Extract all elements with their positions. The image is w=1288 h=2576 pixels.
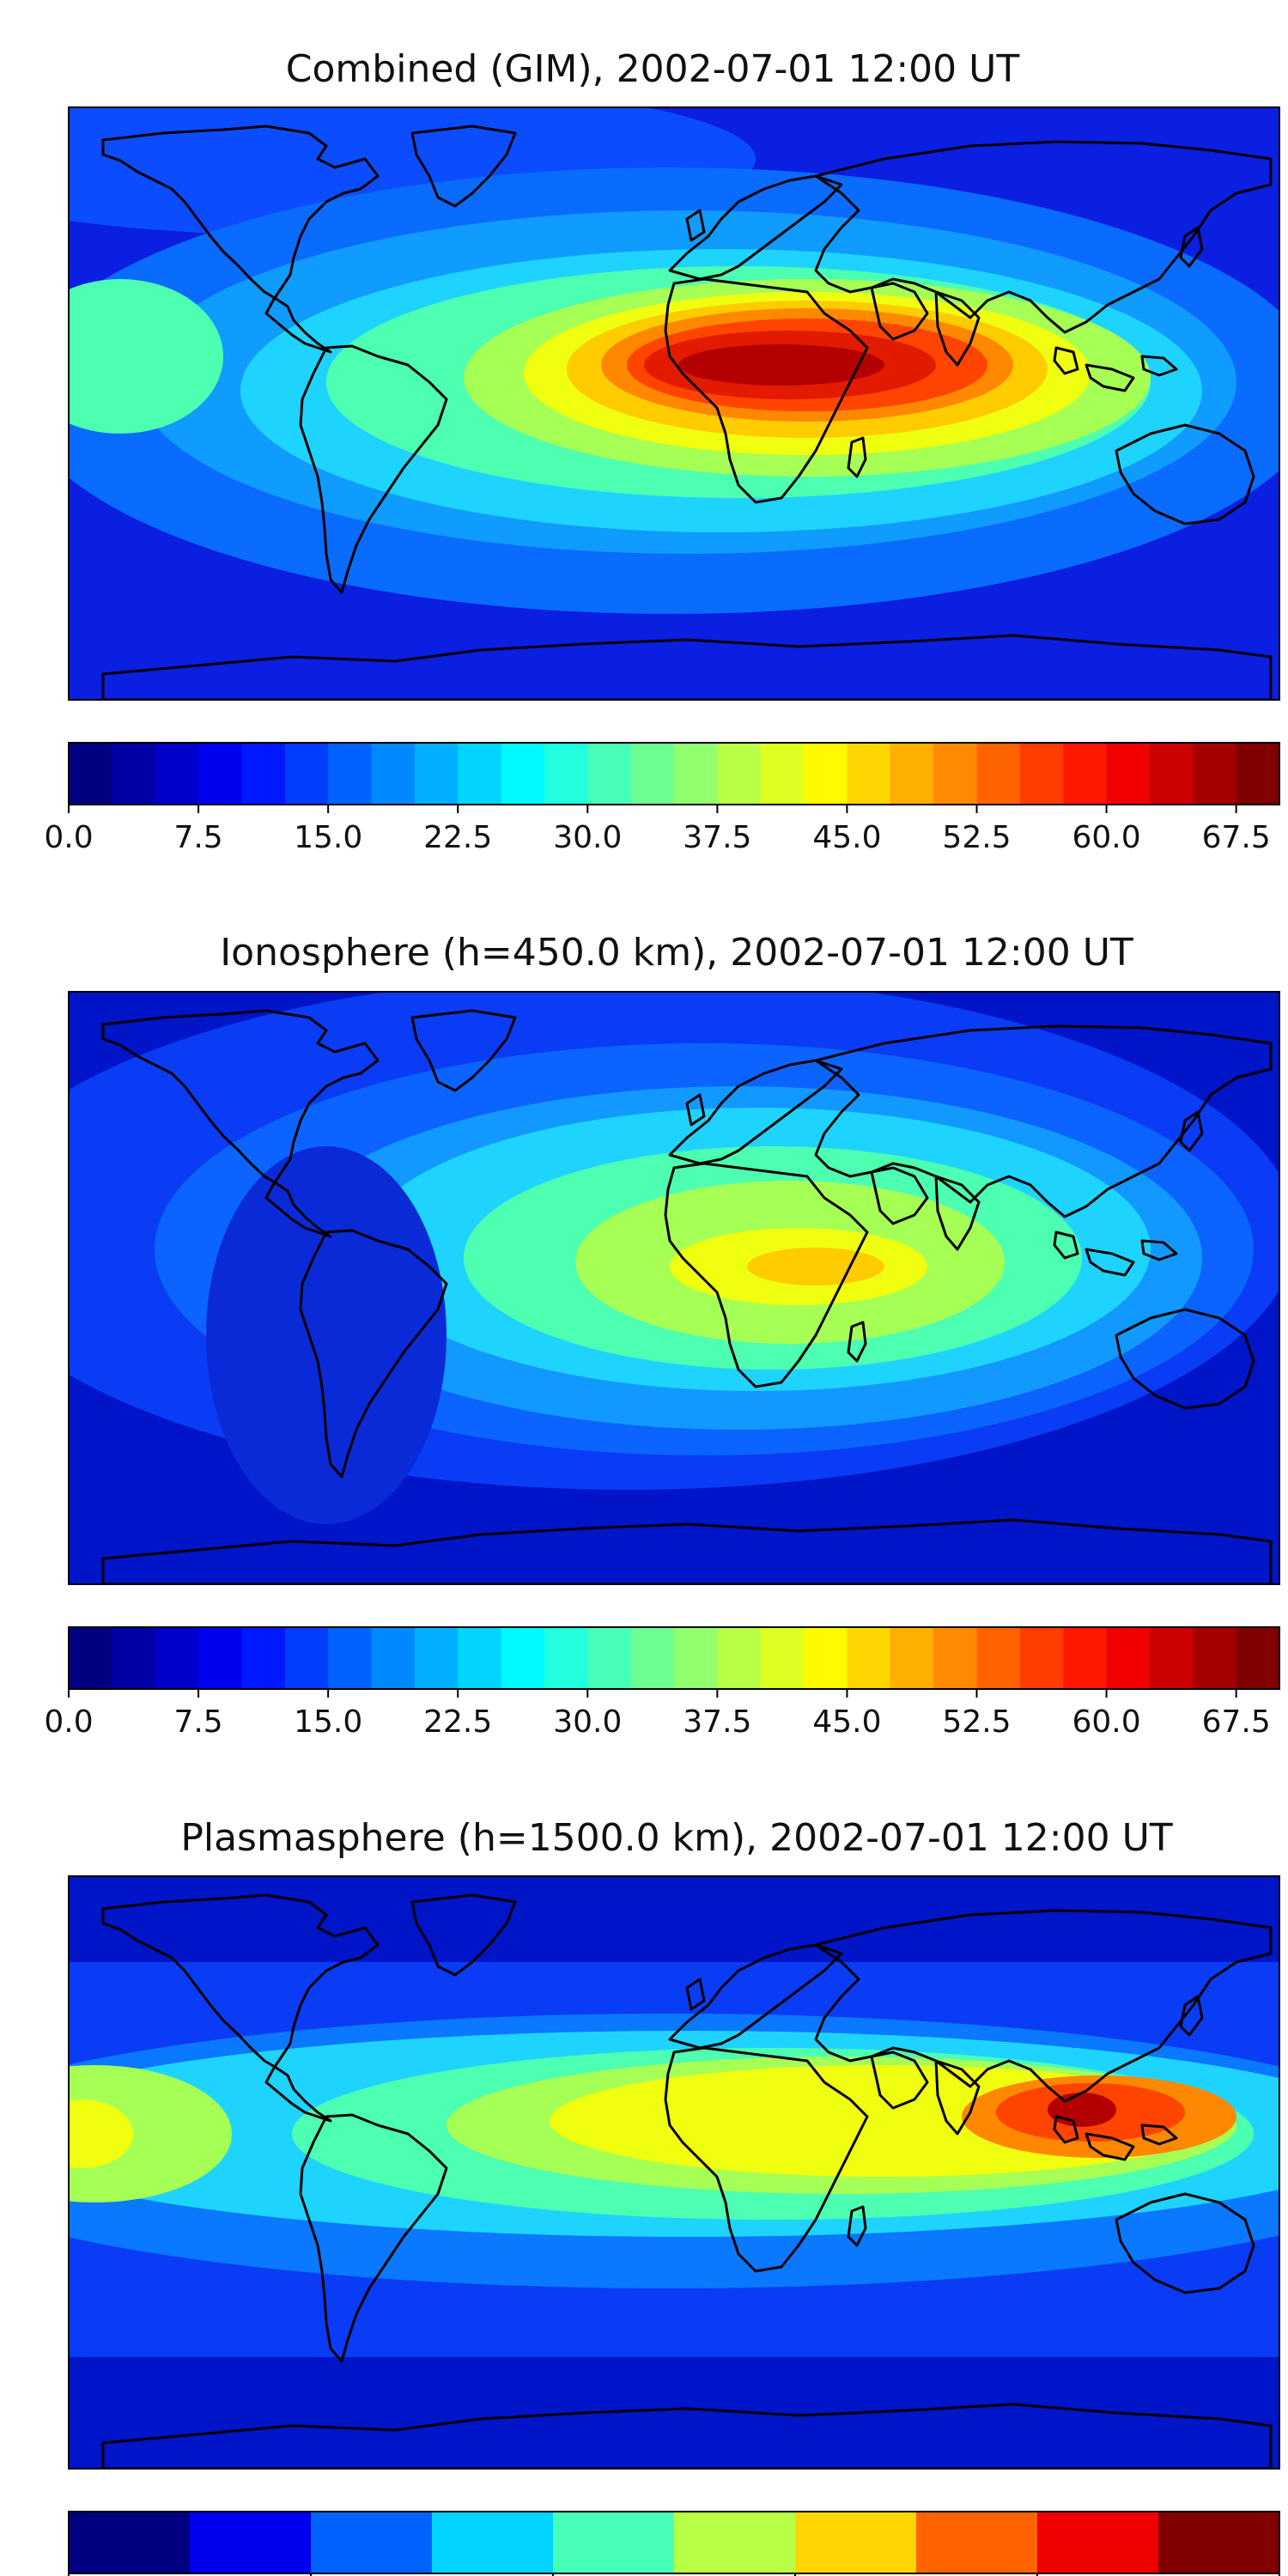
colorbar-cell [933,1627,978,1689]
colorbar-cell [847,743,891,805]
colorbar-tick-label: 15.0 [294,820,362,855]
colorbar-cell [674,1627,718,1689]
colorbar-cell [241,743,286,805]
colorbar-cell [630,1627,675,1689]
panel-plasmasphere: Plasmasphere (h=1500.0 km), 2002-07-01 1… [68,1816,1280,2576]
colorbar-cell [1019,743,1064,805]
colorbar-cell [1236,1627,1280,1689]
colorbar-cell [674,2512,796,2573]
colorbar-tick-label: 7.5 [173,820,222,855]
colorbar-cell [414,1627,459,1689]
panel-title: Ionosphere (h=450.0 km), 2002-07-01 12:0… [220,931,1133,975]
colorbar-cell [760,743,805,805]
colorbar-cell [976,1627,1021,1689]
colorbar-cell [804,743,848,805]
colorbar-cell [198,743,243,805]
colorbar-cell [69,2512,191,2573]
colorbar-cell [587,1627,632,1689]
colorbar-cell [795,2512,917,2573]
colorbar-cell [630,743,675,805]
colorbar-cell [155,1627,199,1689]
colorbar-cell [717,1627,762,1689]
colorbar-tick-label: 0.0 [44,820,93,855]
colorbar-cell [976,743,1021,805]
colorbar-tick-label: 52.5 [942,820,1011,855]
colorbar-tick-label: 60.0 [1072,820,1140,855]
panel-title: Combined (GIM), 2002-07-01 12:00 UT [286,47,1020,91]
colorbar-cell [311,2512,433,2573]
colorbar-cell [1037,2512,1159,2573]
colorbar-cell [328,1627,373,1689]
colorbar-cell [1193,1627,1237,1689]
colorbar-cell [112,1627,156,1689]
colorbar-cell [1193,743,1237,805]
colorbar-cell [69,743,112,805]
colorbar-tick-label: 22.5 [423,820,492,855]
colorbar-cell [328,743,373,805]
colorbar-cell [458,1627,502,1689]
colorbar-tick-label: 52.5 [942,1704,1011,1740]
colorbar-cell [1149,743,1194,805]
colorbar-tick-label: 15.0 [294,1704,362,1740]
colorbar-cell [458,743,502,805]
colorbar-cell [674,743,718,805]
colorbar-tick-label: 0.0 [44,1704,93,1740]
colorbar-tick-label: 37.5 [683,1704,751,1740]
colorbar-cell [760,1627,805,1689]
colorbar-tick-label: 30.0 [553,1704,622,1740]
colorbar-cell [1106,743,1151,805]
colorbar-cell [717,743,762,805]
colorbar-cell [241,1627,286,1689]
colorbar-cell [933,743,978,805]
colorbar-cell [544,743,588,805]
colorbar-cell [890,1627,934,1689]
colorbar: 0510152025 [68,2511,1280,2576]
colorbar: 0.0 7.5 15.0 22.5 30.0 37.5 45.0 52.5 60.0 67.5 [44,742,1280,855]
colorbar-tick-label: 30.0 [553,820,622,855]
colorbar-cell [501,743,545,805]
colorbar-cell [284,743,329,805]
colorbar-cell [112,743,156,805]
colorbar-cell [371,743,416,805]
colorbar-tick-label: 37.5 [683,820,751,855]
colorbar-cell [1019,1627,1064,1689]
colorbar-tick-label: 67.5 [1202,1704,1271,1740]
colorbar-cell [432,2512,554,2573]
colorbar-cell [1149,1627,1194,1689]
tec-map [68,991,1280,1585]
colorbar-cell [501,1627,545,1689]
colorbar-cell [553,2512,675,2573]
panel-ionosphere: Ionosphere (h=450.0 km), 2002-07-01 12:0… [44,931,1280,1740]
colorbar-cell [890,743,934,805]
colorbar-cell [198,1627,243,1689]
colorbar-cell [1106,1627,1151,1689]
colorbar: 0.0 7.5 15.0 22.5 30.0 37.5 45.0 52.5 60.0 67.5 [44,1626,1280,1740]
colorbar-cell [414,743,459,805]
colorbar-cell [371,1627,416,1689]
colorbar-cell [847,1627,891,1689]
colorbar-tick-label: 67.5 [1202,820,1271,855]
colorbar-tick-label: 22.5 [423,1704,492,1740]
tec-map [68,106,1280,701]
colorbar-cell [1236,743,1280,805]
colorbar-cell [1063,743,1108,805]
colorbar-cell [1158,2512,1280,2573]
colorbar-cell [155,743,199,805]
colorbar-cell [284,1627,329,1689]
colorbar-cell [190,2512,312,2573]
panel-combined: Combined (GIM), 2002-07-01 12:00 UT [44,47,1280,855]
colorbar-tick-label: 45.0 [812,820,881,855]
colorbar-cell [804,1627,848,1689]
colorbar-tick-label: 60.0 [1072,1704,1140,1740]
colorbar-cell [69,1627,112,1689]
colorbar-cell [1063,1627,1108,1689]
colorbar-cell [544,1627,588,1689]
panel-title: Plasmasphere (h=1500.0 km), 2002-07-01 1… [180,1816,1172,1860]
colorbar-cell [916,2512,1038,2573]
tec-map [68,1875,1280,2470]
colorbar-tick-label: 45.0 [812,1704,881,1740]
colorbar-cell [587,743,632,805]
colorbar-tick-label: 7.5 [173,1704,222,1740]
